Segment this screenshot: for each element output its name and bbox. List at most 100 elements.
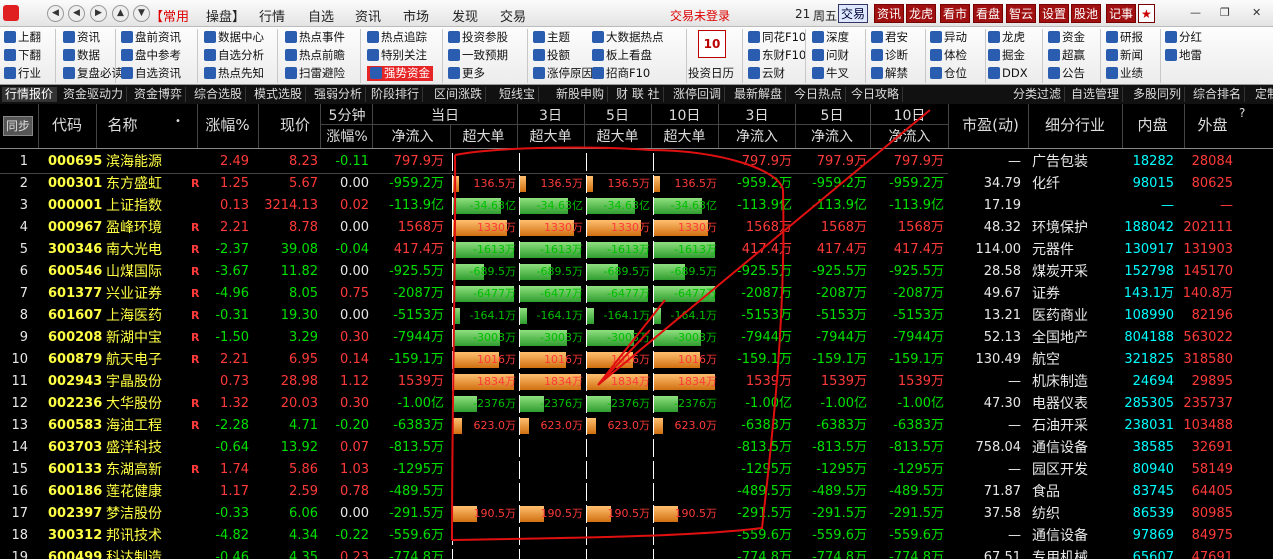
stock-code[interactable]: 603703 [48, 440, 103, 455]
top-tab-3[interactable]: 看市 [940, 4, 971, 23]
menu-item[interactable]: 资讯 [355, 10, 382, 25]
col-5d-net-sub[interactable]: 净流入 [811, 129, 853, 145]
col-price[interactable]: 现价 [279, 116, 310, 134]
home-icon[interactable]: ◀ [47, 5, 64, 22]
toolbar-item[interactable]: 东财F10 [748, 48, 806, 63]
stock-code[interactable]: 000001 [48, 198, 103, 213]
col-10d-super-sub[interactable]: 超大单 [663, 129, 706, 145]
industry[interactable]: 广告包装 [1032, 154, 1088, 170]
industry[interactable]: 通信设备 [1032, 440, 1088, 456]
table-row[interactable]: 11 002943 宇晶股份 0.73 28.98 1.12 1539万 1834万 1834万… [0, 371, 1273, 393]
stock-name[interactable]: 山煤国际 [106, 264, 162, 280]
stock-name[interactable]: 大华股份 [106, 396, 162, 412]
toolbar-item[interactable]: 数据中心 [204, 30, 264, 45]
toolbar-item[interactable]: 招商F10 [592, 66, 650, 81]
forward-icon[interactable]: ▶ [90, 5, 107, 22]
menu-item[interactable]: 【常用 [150, 10, 190, 25]
tab-18[interactable]: 综合排名 [1190, 87, 1246, 102]
menu-item[interactable]: 交易 [500, 10, 527, 25]
industry[interactable]: 电器仪表 [1032, 396, 1088, 412]
col-name[interactable]: 名称 [107, 116, 138, 134]
col-pe[interactable]: 市盈(动) [962, 116, 1019, 134]
close-icon[interactable]: ✕ [1252, 6, 1262, 19]
stock-code[interactable]: 000695 [48, 154, 103, 169]
calendar-icon[interactable]: 10 [698, 30, 726, 58]
top-tab-1[interactable]: 资讯 [874, 4, 905, 23]
tab-15[interactable]: 分类过滤 [1010, 87, 1066, 102]
tab-7[interactable]: 区间涨跌 [431, 87, 487, 102]
stock-code[interactable]: 600133 [48, 462, 103, 477]
tab-19[interactable]: 定制版面 [1252, 87, 1273, 102]
toolbar-item[interactable]: 热点前瞻 [285, 48, 345, 63]
login-status[interactable]: 交易未登录 [670, 9, 731, 23]
col-today[interactable]: 当日 [431, 108, 459, 124]
col-outer[interactable]: 外盘 [1197, 116, 1228, 134]
toolbar-item[interactable]: 板上看盘 [592, 48, 652, 63]
stock-code[interactable]: 300346 [48, 242, 103, 257]
tab-6[interactable]: 阶段排行 [368, 87, 424, 102]
toolbar-item[interactable]: 扫雷避险 [285, 66, 345, 81]
restore-icon[interactable]: ❐ [1220, 6, 1230, 19]
industry[interactable]: 证券 [1032, 286, 1060, 302]
stock-code[interactable]: 600186 [48, 484, 103, 499]
toolbar-item[interactable]: 业绩 [1106, 66, 1143, 81]
industry[interactable]: 专用机械 [1032, 550, 1088, 559]
toolbar-item[interactable]: 强势资金 [367, 66, 433, 81]
col-industry[interactable]: 细分行业 [1044, 116, 1105, 134]
stock-name[interactable]: 盛洋科技 [106, 440, 162, 456]
toolbar-item[interactable]: 更多 [448, 66, 485, 81]
industry[interactable]: 通信设备 [1032, 528, 1088, 544]
top-tab-4[interactable]: 看盘 [973, 4, 1004, 23]
industry[interactable]: 食品 [1032, 484, 1060, 500]
toolbar-item[interactable]: 牛叉 [812, 66, 849, 81]
tab-12[interactable]: 最新解盘 [731, 87, 787, 102]
col-inner[interactable]: 内盘 [1137, 116, 1168, 134]
menu-item[interactable]: 行情 [259, 10, 286, 25]
toolbar-item[interactable]: 体检 [930, 48, 967, 63]
table-row[interactable]: 2 000301 东方盛虹 R 1.25 5.67 0.00 -959.2万 136.5万 136… [0, 173, 1273, 195]
table-row[interactable]: 5 300346 南大光电 R -2.37 39.08 -0.04 417.4万 -1613万 -… [0, 239, 1273, 261]
toolbar-item[interactable]: 新闻 [1106, 48, 1143, 63]
stock-code[interactable]: 600499 [48, 550, 103, 559]
stock-name[interactable]: 兴业证券 [106, 286, 162, 302]
toolbar-item[interactable]: 超赢 [1048, 48, 1085, 63]
stock-code[interactable]: 600546 [48, 264, 103, 279]
table-row[interactable]: 15 600133 东湖高新 R 1.74 5.86 1.03 -1295万 -1295万 -12… [0, 459, 1273, 481]
tab-13[interactable]: 今日热点 [791, 87, 847, 102]
toolbar-item[interactable]: 问财 [812, 48, 849, 63]
industry[interactable]: 煤炭开采 [1032, 264, 1088, 280]
toolbar-item[interactable]: 仓位 [930, 66, 967, 81]
col-10d-super[interactable]: 10日 [668, 108, 701, 124]
toolbar-item[interactable]: 掘金 [988, 48, 1025, 63]
toolbar-item[interactable]: 解禁 [871, 66, 908, 81]
table-row[interactable]: 6 600546 山煤国际 R -3.67 11.82 0.00 -925.5万 -689.5万… [0, 261, 1273, 283]
sync-button[interactable]: 同步 [3, 116, 33, 136]
toolbar-item[interactable]: 诊断 [871, 48, 908, 63]
toolbar-item[interactable]: 一致预期 [448, 48, 508, 63]
toolbar-item[interactable]: 主题 [533, 30, 570, 45]
toolbar-item[interactable]: 云财 [748, 66, 785, 81]
stock-name[interactable]: 滨海能源 [106, 154, 162, 170]
toolbar-item[interactable]: 自选资讯 [121, 66, 181, 81]
industry[interactable]: 全国地产 [1032, 330, 1088, 346]
toolbar-item[interactable]: 深度 [812, 30, 849, 45]
tab-9[interactable]: 新股申购 [553, 87, 609, 102]
star-icon[interactable]: ★ [1138, 4, 1155, 23]
tab-3[interactable]: 综合选股 [191, 87, 247, 102]
down-icon[interactable]: ▼ [133, 5, 150, 22]
tab-0[interactable]: 行情报价 [2, 87, 58, 102]
toolbar-item[interactable]: 热点追踪 [367, 30, 427, 45]
tab-8[interactable]: 短线宝 [496, 87, 540, 102]
toolbar-item[interactable]: 热点先知 [204, 66, 264, 81]
stock-code[interactable]: 000301 [48, 176, 103, 191]
industry[interactable]: 元器件 [1032, 242, 1074, 258]
tab-1[interactable]: 资金驱动力 [60, 87, 128, 102]
toolbar-item[interactable]: 投额 [533, 48, 570, 63]
top-tab-6[interactable]: 设置 [1039, 4, 1070, 23]
table-row[interactable]: 16 600186 莲花健康 1.17 2.59 0.78 -489.5万 -489.5万 -4… [0, 481, 1273, 503]
table-row[interactable]: 13 600583 海油工程 R -2.28 4.71 -0.20 -6383万 623.0万 6… [0, 415, 1273, 437]
industry[interactable]: 纺织 [1032, 506, 1060, 522]
help-icon[interactable]: ? [1239, 106, 1246, 120]
toolbar-item[interactable]: 分红 [1165, 30, 1202, 45]
col-5d-net[interactable]: 5日 [820, 108, 844, 124]
